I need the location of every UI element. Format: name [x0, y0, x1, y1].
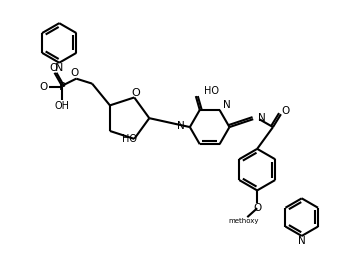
- Text: O: O: [132, 87, 141, 97]
- Text: O: O: [49, 63, 58, 73]
- Text: O: O: [253, 203, 261, 213]
- Text: N: N: [258, 113, 266, 123]
- Text: N: N: [177, 121, 185, 131]
- Text: HO: HO: [204, 86, 219, 96]
- Text: methoxy: methoxy: [228, 218, 258, 224]
- Text: HO: HO: [122, 134, 137, 144]
- Text: N: N: [222, 100, 230, 110]
- Text: O: O: [70, 68, 78, 78]
- Text: N: N: [298, 236, 305, 246]
- Text: OH: OH: [55, 101, 70, 111]
- Text: N: N: [55, 63, 63, 73]
- Text: O: O: [40, 82, 48, 92]
- Text: P: P: [59, 82, 66, 92]
- Text: O: O: [282, 106, 290, 116]
